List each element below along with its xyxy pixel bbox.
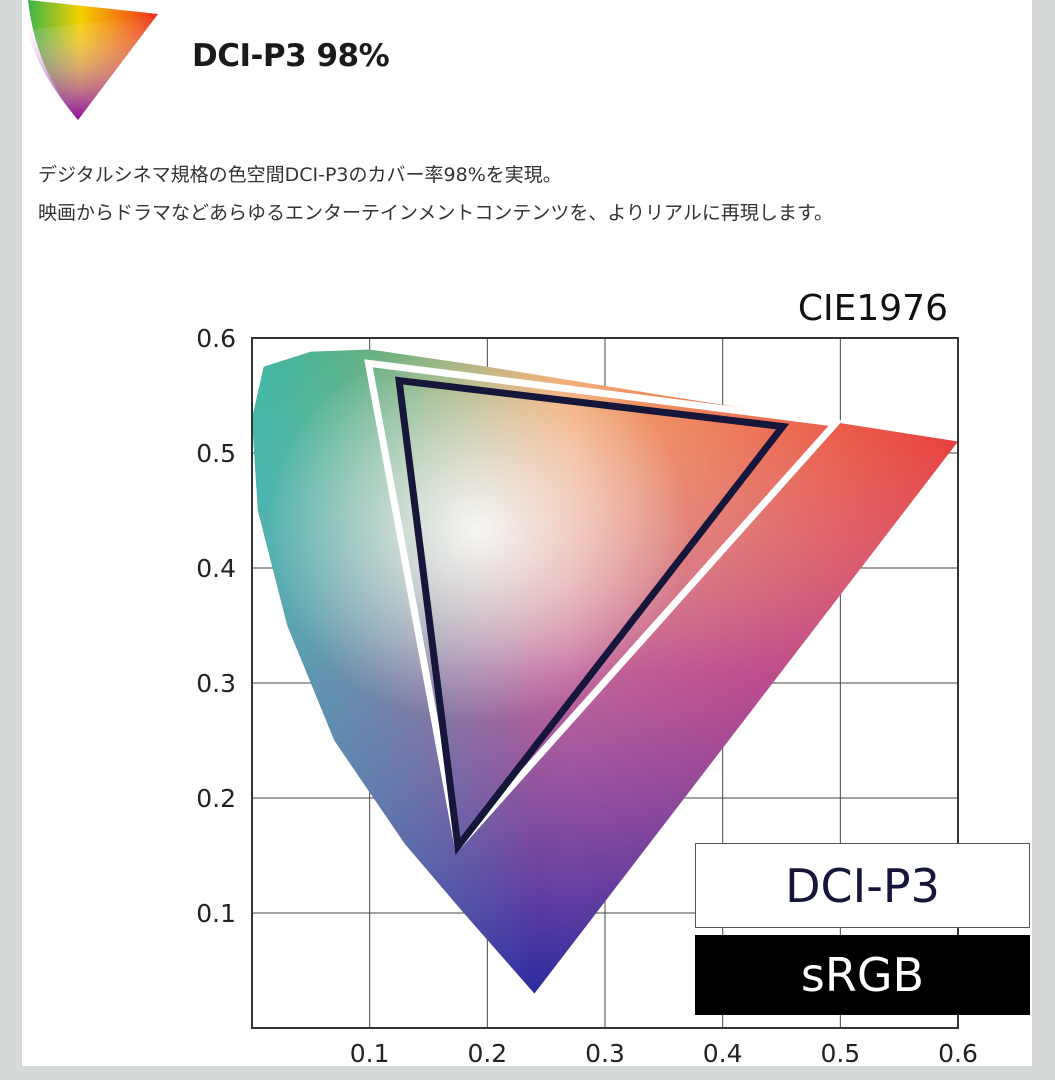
legend-dci-p3: DCI-P3 xyxy=(695,843,1030,928)
plot-frame xyxy=(251,337,959,1029)
x-tick-label: 0.2 xyxy=(467,1039,507,1068)
y-tick-label: 0.4 xyxy=(196,554,236,583)
x-tick-label: 0.4 xyxy=(703,1039,743,1068)
x-tick-label: 0.3 xyxy=(585,1039,625,1068)
gamut-triangle-srgb xyxy=(395,376,790,856)
legend-srgb: sRGB xyxy=(695,935,1030,1015)
chart-title: CIE1976 xyxy=(798,288,948,329)
x-tick-label: 0.1 xyxy=(350,1039,390,1068)
x-tick-label: 0.5 xyxy=(820,1039,860,1068)
y-tick-label: 0.6 xyxy=(196,324,236,353)
description-line-1: デジタルシネマ規格の色空間DCI-P3のカバー率98%を実現。 xyxy=(38,164,562,186)
y-tick-label: 0.1 xyxy=(196,899,236,928)
y-tick-label: 0.5 xyxy=(196,439,236,468)
y-tick-label: 0.3 xyxy=(196,669,236,698)
y-tick-label: 0.2 xyxy=(196,784,236,813)
x-tick-label: 0.6 xyxy=(938,1039,978,1068)
gamut-triangle-dci-p3 xyxy=(364,359,843,854)
spectral-locus-shade xyxy=(252,349,958,994)
description-line-2: 映画からドラマなどあらゆるエンターテインメントコンテンツを、よりリアルに再現しま… xyxy=(38,202,833,224)
color-gamut-triangle-icon xyxy=(28,0,158,120)
page-title: DCI-P3 98% xyxy=(192,38,390,74)
